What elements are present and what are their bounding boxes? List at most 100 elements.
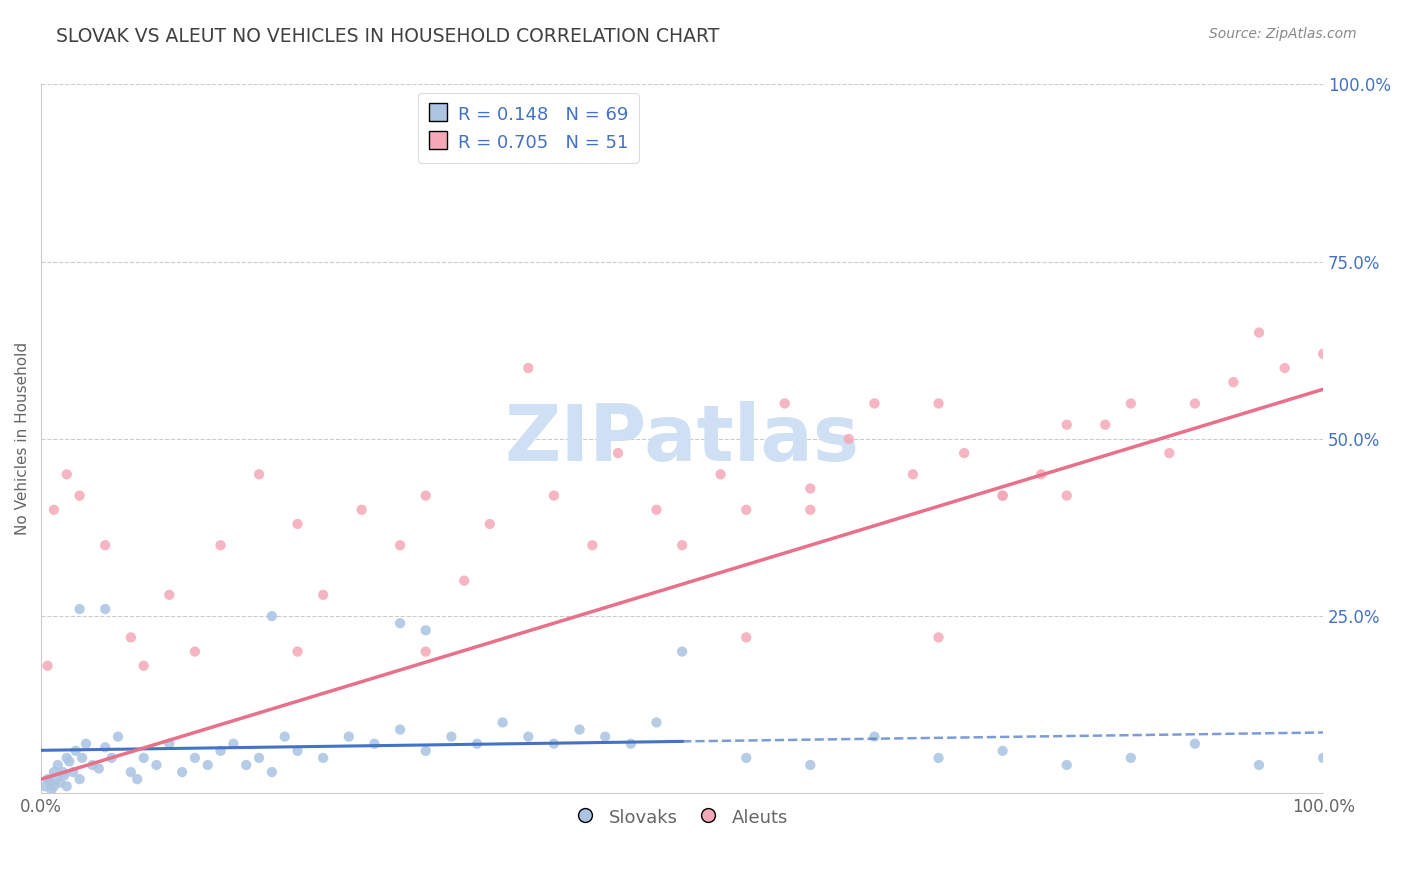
Point: [42, 765, 65, 780]
Point: [69, 602, 91, 616]
Point: [75, 737, 97, 751]
Point: [53, 769, 76, 783]
Point: [46, 758, 69, 772]
Point: [42, 779, 65, 793]
Point: [671, 538, 693, 552]
Point: [901, 467, 924, 482]
Point: [645, 503, 668, 517]
Point: [799, 758, 821, 772]
Point: [41, 782, 63, 797]
Point: [838, 432, 860, 446]
Point: [991, 744, 1014, 758]
Point: [235, 758, 257, 772]
Point: [287, 644, 309, 658]
Point: [581, 538, 603, 552]
Point: [37, 658, 59, 673]
Point: [107, 730, 129, 744]
Point: [62, 765, 84, 780]
Point: [928, 751, 950, 765]
Point: [1119, 751, 1142, 765]
Point: [465, 737, 488, 751]
Point: [94, 602, 117, 616]
Point: [415, 644, 437, 658]
Point: [34, 779, 56, 793]
Point: [453, 574, 475, 588]
Point: [70, 751, 93, 765]
Point: [863, 396, 886, 410]
Point: [94, 538, 117, 552]
Point: [415, 624, 437, 638]
Point: [65, 744, 87, 758]
Point: [197, 758, 219, 772]
Point: [312, 751, 335, 765]
Point: [1247, 758, 1270, 772]
Point: [1056, 489, 1078, 503]
Point: [145, 758, 167, 772]
Point: [517, 730, 540, 744]
Point: [645, 715, 668, 730]
Point: [517, 361, 540, 376]
Point: [55, 467, 77, 482]
Point: [1029, 467, 1052, 482]
Point: [478, 516, 501, 531]
Point: [247, 467, 270, 482]
Legend: Slovaks, Aleuts: Slovaks, Aleuts: [569, 800, 796, 834]
Point: [389, 616, 412, 631]
Point: [209, 538, 232, 552]
Point: [157, 737, 180, 751]
Point: [350, 503, 373, 517]
Point: [1159, 446, 1181, 460]
Point: [863, 730, 886, 744]
Point: [94, 740, 117, 755]
Point: [991, 489, 1014, 503]
Point: [593, 730, 616, 744]
Point: [1222, 375, 1244, 389]
Point: [260, 609, 283, 624]
Point: [1184, 396, 1206, 410]
Point: [1094, 417, 1116, 432]
Point: [120, 631, 142, 645]
Text: Source: ZipAtlas.com: Source: ZipAtlas.com: [1209, 27, 1357, 41]
Point: [1056, 417, 1078, 432]
Point: [49, 775, 72, 789]
Point: [209, 744, 232, 758]
Point: [127, 772, 149, 787]
Y-axis label: No Vehicles in Household: No Vehicles in Household: [15, 343, 30, 535]
Point: [287, 516, 309, 531]
Point: [671, 644, 693, 658]
Point: [389, 723, 412, 737]
Point: [1184, 737, 1206, 751]
Point: [82, 758, 104, 772]
Point: [607, 446, 630, 460]
Point: [799, 503, 821, 517]
Point: [132, 658, 155, 673]
Point: [543, 737, 565, 751]
Text: SLOVAK VS ALEUT NO VEHICLES IN HOUSEHOLD CORRELATION CHART: SLOVAK VS ALEUT NO VEHICLES IN HOUSEHOLD…: [56, 27, 720, 45]
Point: [543, 489, 565, 503]
Point: [42, 503, 65, 517]
Point: [1312, 751, 1334, 765]
Point: [222, 737, 245, 751]
Point: [710, 467, 733, 482]
Point: [991, 489, 1014, 503]
Point: [491, 715, 513, 730]
Point: [440, 730, 463, 744]
Point: [735, 751, 758, 765]
Point: [928, 396, 950, 410]
Point: [87, 762, 110, 776]
Point: [1119, 396, 1142, 410]
Point: [39, 775, 62, 789]
Point: [55, 779, 77, 793]
Point: [363, 737, 385, 751]
Point: [1274, 361, 1296, 376]
Point: [120, 765, 142, 780]
Point: [415, 489, 437, 503]
Point: [184, 644, 207, 658]
Point: [415, 744, 437, 758]
Point: [184, 751, 207, 765]
Point: [337, 730, 360, 744]
Point: [172, 765, 194, 780]
Point: [132, 751, 155, 765]
Point: [69, 772, 91, 787]
Point: [953, 446, 976, 460]
